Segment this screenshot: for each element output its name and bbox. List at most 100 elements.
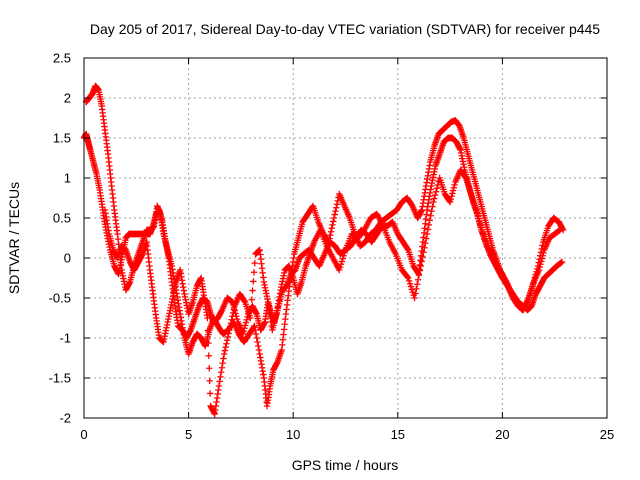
- data-point-track-c: [338, 258, 346, 265]
- y-tick-label: -0.5: [49, 291, 71, 306]
- data-point-track-c: [431, 195, 438, 202]
- y-tick-label: -1.5: [49, 371, 71, 386]
- data-point-track-c: [247, 305, 255, 313]
- y-tick-label: -1: [59, 331, 71, 346]
- data-point-track-c: [413, 285, 420, 293]
- data-point-track-c: [420, 249, 427, 256]
- data-point-track-c: [477, 223, 484, 231]
- data-point-track-c: [204, 314, 211, 322]
- data-point-track-c: [425, 221, 433, 229]
- data-point-track-c: [426, 217, 433, 224]
- y-tick-label: 0: [64, 251, 71, 266]
- data-point-track-a: [558, 258, 566, 266]
- data-point-track-c: [461, 173, 469, 181]
- data-point-track-c: [217, 373, 224, 381]
- data-point-track-c: [218, 364, 226, 371]
- x-axis-label: GPS time / hours: [292, 457, 399, 473]
- data-point-track-c: [428, 207, 435, 215]
- data-point-track-c: [476, 218, 483, 225]
- data-point-track-a: [404, 245, 411, 253]
- x-tick-label: 25: [600, 427, 614, 442]
- x-tick-label: 5: [185, 427, 192, 442]
- data-point-track-c: [217, 369, 225, 376]
- y-tick-label: 1.5: [53, 131, 71, 146]
- data-point-track-c: [251, 259, 258, 267]
- data-point-track-c: [221, 347, 229, 354]
- data-point-track-a: [241, 325, 248, 332]
- data-point-track-c: [204, 327, 212, 334]
- data-point-track-c: [405, 274, 412, 282]
- data-point-track-b: [333, 204, 340, 211]
- data-point-track-c: [205, 339, 212, 347]
- data-point-track-b: [327, 231, 334, 239]
- data-point-track-c: [225, 330, 232, 337]
- data-point-track-c: [336, 263, 344, 271]
- data-point-track-c: [222, 343, 229, 351]
- data-point-track-c: [423, 230, 431, 238]
- data-point-track-c: [249, 287, 256, 294]
- data-point-track-c: [406, 280, 414, 287]
- data-point-track-b: [328, 225, 335, 232]
- data-point-track-c: [228, 316, 235, 323]
- data-point-track-c: [449, 190, 456, 197]
- data-point-track-c: [433, 185, 441, 192]
- data-point-track-c: [414, 276, 422, 283]
- data-point-track-b: [327, 228, 335, 235]
- y-tick-label: 2.5: [53, 51, 71, 66]
- data-point-track-c: [432, 188, 440, 195]
- data-point-track-c: [250, 269, 258, 276]
- data-point-track-c: [418, 258, 425, 265]
- data-point-track-c: [219, 359, 226, 367]
- data-point-track-c: [336, 266, 343, 274]
- y-tick-label: 0.5: [53, 211, 71, 226]
- data-point-track-c: [536, 263, 543, 271]
- data-point-track-c: [421, 244, 428, 251]
- data-point-track-c: [206, 390, 214, 397]
- x-tick-label: 0: [80, 427, 87, 442]
- data-point-track-c: [538, 255, 546, 262]
- data-point-track-c: [431, 191, 439, 199]
- data-point-track-a: [242, 319, 250, 326]
- data-point-track-b: [255, 342, 262, 350]
- data-point-track-c: [404, 273, 411, 281]
- data-point-track-c: [405, 277, 413, 285]
- data-point-track-b: [332, 207, 339, 215]
- data-point-track-c: [412, 290, 419, 297]
- data-point-track-b: [326, 235, 333, 242]
- x-tick-label: 10: [286, 427, 300, 442]
- y-tick-label: 1: [64, 171, 71, 186]
- data-point-track-c: [539, 252, 546, 259]
- data-point-track-c: [446, 198, 454, 206]
- data-point-track-c: [556, 226, 564, 234]
- x-tick-label: 15: [391, 427, 405, 442]
- data-point-track-c: [473, 209, 481, 217]
- data-point-track-c: [449, 187, 457, 194]
- x-tick-label: 20: [495, 427, 509, 442]
- data-point-track-c: [341, 249, 348, 257]
- plot-frame: [83, 57, 608, 419]
- data-point-track-c: [220, 350, 228, 358]
- data-point-track-c: [206, 377, 213, 385]
- y-axis: -2 -1.5 -1 -0.5 0 0.5 1 1.5 2 2.5: [49, 51, 607, 426]
- data-point-track-c: [414, 281, 421, 288]
- data-point-track-c: [417, 262, 425, 270]
- data-point-track-c: [411, 294, 418, 302]
- data-point-track-c: [216, 378, 223, 385]
- data-point-track-a: [240, 327, 247, 335]
- data-point-track-b: [330, 214, 338, 222]
- data-point-track-b: [252, 326, 259, 334]
- data-point-track-c: [241, 297, 248, 305]
- chart-title: Day 205 of 2017, Sidereal Day-to-day VTE…: [90, 21, 600, 37]
- data-point-track-c: [429, 203, 436, 210]
- data-point-track-b: [253, 334, 260, 342]
- data-point-track-c: [538, 258, 545, 265]
- data-point-track-c: [416, 267, 424, 274]
- data-point-track-b: [255, 346, 263, 354]
- data-point-track-c: [206, 365, 213, 372]
- data-point-track-c: [540, 249, 547, 257]
- data-point-track-c: [230, 306, 238, 313]
- data-point-track-c: [419, 253, 426, 261]
- data-point-track-c: [415, 271, 423, 279]
- y-tick-label: -2: [59, 411, 71, 426]
